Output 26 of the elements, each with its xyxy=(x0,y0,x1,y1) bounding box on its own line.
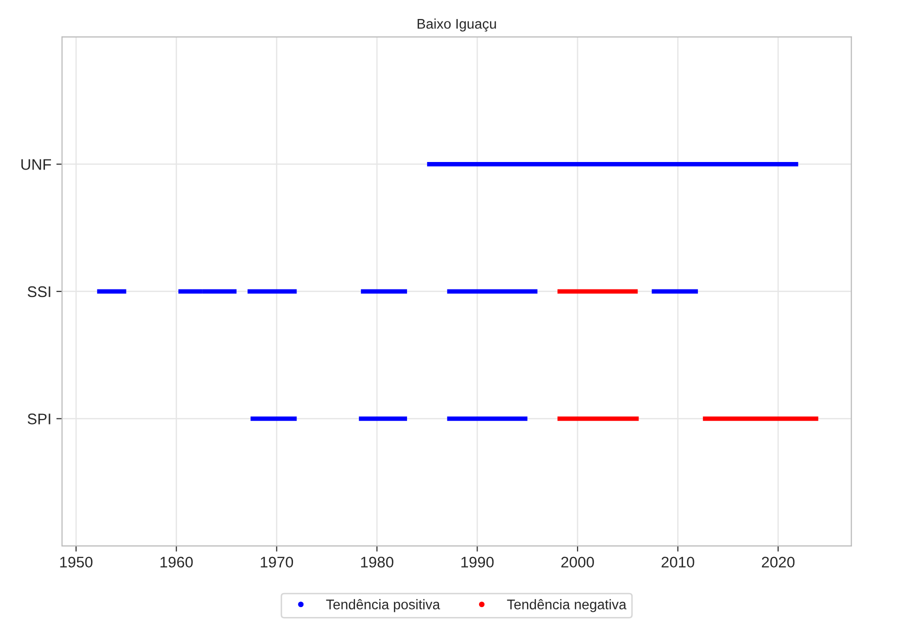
bar xyxy=(702,416,818,421)
legend-label: Tendência positiva xyxy=(326,599,440,612)
bar xyxy=(652,289,698,294)
y-tick-label: SPI xyxy=(28,414,50,424)
y-tick-label: SSI xyxy=(28,286,50,298)
bar xyxy=(557,289,638,294)
x-tick-label: 1950 xyxy=(60,556,92,568)
x-tick-label: 2000 xyxy=(561,556,594,568)
bar xyxy=(97,289,126,294)
x-tick-label: 1990 xyxy=(461,556,494,568)
x-tick-label: 1980 xyxy=(361,556,394,568)
bar xyxy=(360,289,408,294)
bar xyxy=(358,416,408,421)
bar xyxy=(248,289,297,294)
legend-label: Tendência negativa xyxy=(507,599,626,612)
bar xyxy=(557,416,639,421)
x-tick-label: 1970 xyxy=(260,556,294,568)
bar xyxy=(250,416,297,421)
bar xyxy=(447,416,528,421)
chart-title: Baixo Iguaçu xyxy=(418,18,496,32)
x-tick-label: 2010 xyxy=(662,556,694,568)
y-tick-label: UNF xyxy=(21,159,52,170)
bar xyxy=(447,289,538,294)
x-tick-label: 2020 xyxy=(762,556,795,568)
x-tick-label: 1960 xyxy=(160,556,193,568)
bar xyxy=(427,162,798,166)
